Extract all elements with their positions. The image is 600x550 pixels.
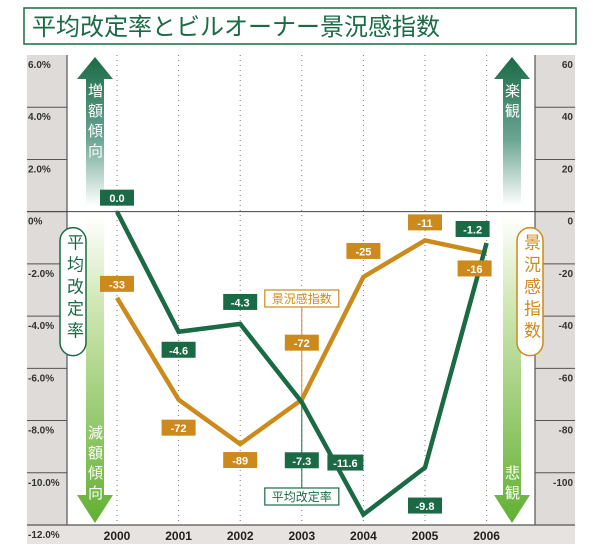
- rate-data-label: -9.8: [416, 501, 435, 513]
- right-tick-label: 20: [562, 164, 574, 175]
- x-tick-label: 2002: [227, 529, 254, 543]
- x-axis-band: [27, 525, 575, 544]
- arrow-up-text: 増額傾向: [86, 83, 104, 163]
- left-tick-label: 4.0%: [28, 112, 51, 123]
- index-data-label: -72: [171, 423, 187, 435]
- right-tick-label: 40: [562, 112, 574, 123]
- right-tick-label: -80: [559, 426, 574, 437]
- arrow-down-text: 減額傾向: [86, 425, 104, 505]
- axis-badge-text: 平均改定率: [63, 234, 84, 344]
- index-data-label: -33: [109, 279, 125, 291]
- index-data-label: -16: [467, 264, 483, 276]
- left-tick-label: 6.0%: [28, 60, 51, 71]
- index-callout-label: 景況感指数: [272, 291, 332, 306]
- right-tick-label: -100: [553, 478, 573, 489]
- left-tick-label: -10.0%: [28, 478, 60, 489]
- rate-data-label: -4.6: [169, 345, 188, 357]
- rate-data-label-box: [408, 497, 442, 514]
- x-tick-label: 2004: [350, 529, 377, 543]
- axis-badge: [516, 226, 544, 357]
- left-tick-label: 2.0%: [28, 164, 51, 175]
- index-data-label-box: [408, 214, 442, 231]
- index-data-label-box: [346, 242, 381, 259]
- arrow-up-text: 楽観: [503, 83, 521, 123]
- arrow-up-icon: [494, 57, 530, 206]
- rate-data-label-box: [284, 452, 319, 469]
- rate-data-label: -4.3: [231, 297, 250, 309]
- index-data-label: -72: [294, 338, 310, 350]
- left-tick-label: -4.0%: [28, 321, 54, 332]
- rate-data-label: -1.2: [463, 225, 482, 237]
- x-tick-label: 2000: [104, 529, 131, 543]
- index-data-label: -11: [417, 218, 432, 230]
- index-data-label-box: [457, 260, 492, 277]
- arrow-up-icon: [77, 57, 113, 206]
- left-tick-label: -6.0%: [28, 373, 54, 384]
- rate-data-label: -7.3: [292, 456, 311, 468]
- x-tick-label: 2001: [165, 529, 192, 543]
- left-tick-label: -2.0%: [28, 269, 54, 280]
- left-tick-label: -8.0%: [28, 426, 54, 437]
- index-data-label: -89: [232, 456, 248, 468]
- axis-badge: [59, 226, 87, 357]
- rate-data-label-box: [455, 221, 490, 237]
- rate-data-label: -11.6: [333, 458, 357, 470]
- chart-title: 平均改定率とビルオーナー景況感指数: [32, 13, 440, 41]
- arrow-down-text: 悲観: [503, 465, 521, 505]
- title-box: 平均改定率とビルオーナー景況感指数: [23, 7, 577, 45]
- index-data-label-box: [223, 452, 258, 469]
- rate-data-label-box: [100, 189, 134, 206]
- rate-data-label: 0.0: [109, 193, 124, 205]
- index-data-label-box: [284, 334, 319, 351]
- rate-data-label-box: [327, 454, 364, 471]
- right-tick-label: -40: [559, 321, 574, 332]
- index-data-label-box: [161, 419, 196, 436]
- rate-callout-box: [264, 487, 340, 506]
- rate-data-label-box: [223, 293, 258, 310]
- x-tick-label: 2003: [288, 529, 315, 543]
- axis-badge-text: 景況感指数: [520, 234, 541, 344]
- right-tick-label: -60: [559, 373, 574, 384]
- right-tick-label: 0: [567, 217, 573, 228]
- rate-callout-label: 平均改定率: [272, 489, 332, 504]
- right-tick-label: 60: [562, 60, 574, 71]
- rate-data-label-box: [161, 341, 196, 358]
- x-tick-label: 2006: [473, 529, 500, 543]
- x-tick-label: 2005: [412, 529, 439, 543]
- left-tick-label: 0%: [28, 217, 43, 228]
- right-tick-label: -20: [559, 269, 574, 280]
- index-data-label-box: [100, 275, 134, 292]
- index-data-label: -25: [355, 246, 371, 258]
- index-callout-box: [264, 289, 340, 308]
- left-tick-label: -12.0%: [28, 530, 60, 541]
